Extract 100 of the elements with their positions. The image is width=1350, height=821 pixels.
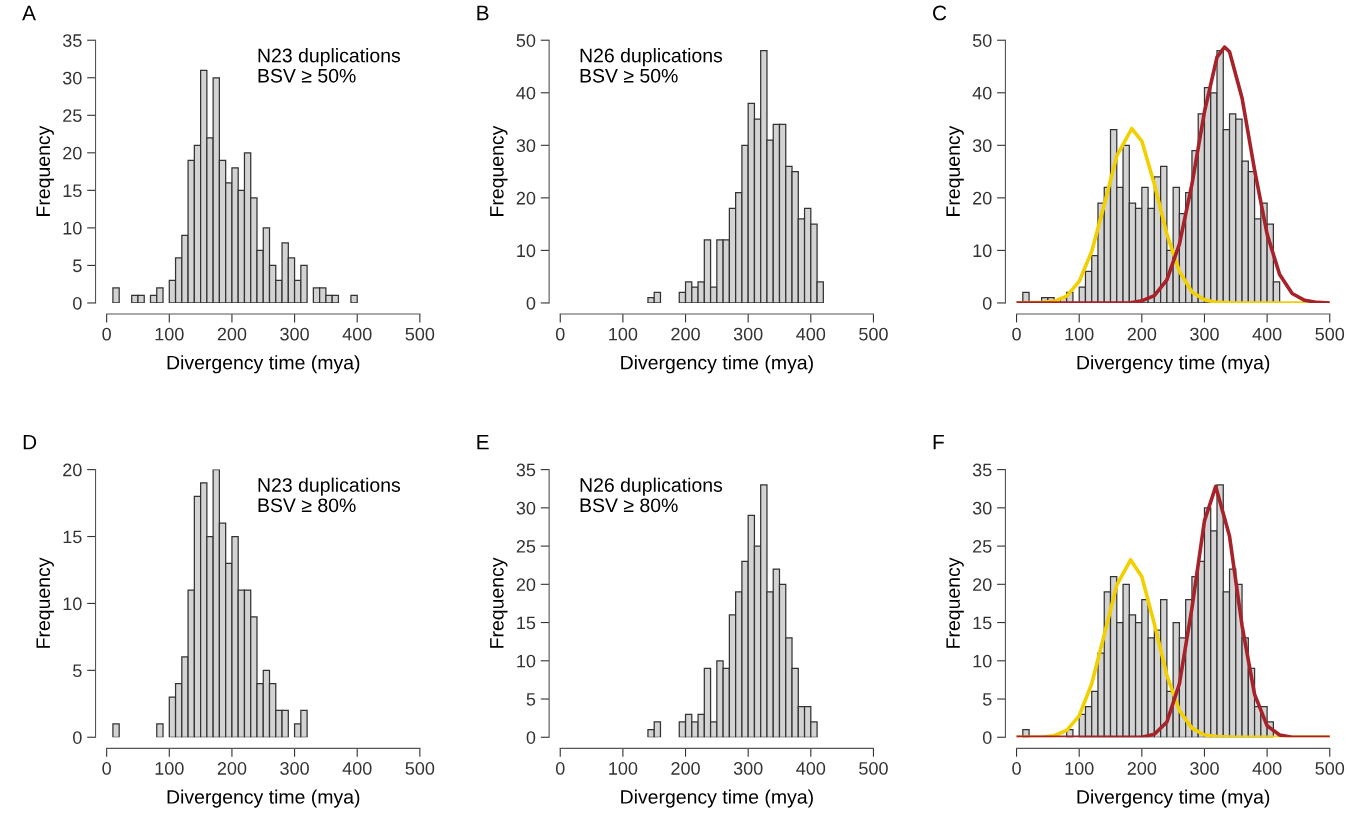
y-tick-label: 0 xyxy=(982,296,992,310)
y-tick-label: 15 xyxy=(63,530,82,544)
x-tick-label: 200 xyxy=(217,327,247,341)
x-tick-label: 100 xyxy=(1065,327,1094,341)
line-series xyxy=(1016,484,1330,738)
y-tick-label: 15 xyxy=(517,616,536,630)
x-tick-label: 100 xyxy=(609,327,638,341)
x-tick-label: 300 xyxy=(280,762,309,775)
y-tick-label: 10 xyxy=(973,244,992,258)
chart-title: B xyxy=(477,5,489,21)
y-tick-label: 25 xyxy=(63,109,82,123)
x-tick-label: 0 xyxy=(1012,327,1021,341)
x-tick-label: 300 xyxy=(1190,327,1219,341)
y-tick-label: 20 xyxy=(63,463,82,477)
x-tick-label: 300 xyxy=(733,327,763,341)
annotation: BSV ≥ 50% xyxy=(258,68,356,83)
y-tick-label: 20 xyxy=(973,578,992,592)
y-tick-label: 0 xyxy=(526,296,536,310)
y-axis-title: Frequency xyxy=(36,125,54,216)
x-tick-label: 100 xyxy=(609,762,638,775)
x-tick-label: 500 xyxy=(859,762,888,775)
y-tick-label: 15 xyxy=(63,184,82,198)
x-tick-label: 400 xyxy=(1252,762,1282,775)
y-tick-label: 20 xyxy=(63,146,82,160)
y-tick-label: 30 xyxy=(62,71,82,85)
y-tick-label: 15 xyxy=(973,616,992,630)
y-tick-label: 5 xyxy=(982,693,992,706)
x-tick-label: 200 xyxy=(671,762,700,775)
x-tick-label: 400 xyxy=(1252,327,1282,341)
y-tick-label: 0 xyxy=(982,731,992,744)
y-tick-label: 50 xyxy=(972,34,992,47)
y-tick-label: 30 xyxy=(516,139,536,153)
y-tick-label: 5 xyxy=(526,693,536,706)
annotation: N26 duplications xyxy=(580,48,723,67)
x-tick-label: 100 xyxy=(155,762,184,775)
x-tick-label: 500 xyxy=(405,762,435,775)
y-tick-label: 0 xyxy=(73,296,82,310)
x-tick-label: 0 xyxy=(555,762,565,775)
x-tick-label: 100 xyxy=(1065,762,1094,775)
x-tick-label: 400 xyxy=(796,327,826,341)
x-tick-label: 0 xyxy=(1012,762,1021,775)
chart-title: F xyxy=(933,434,944,450)
y-tick-label: 20 xyxy=(516,191,536,205)
x-axis-title: Divergency time (mya) xyxy=(167,355,360,374)
y-tick-label: 10 xyxy=(973,654,992,668)
y-tick-label: 30 xyxy=(972,501,992,515)
y-axis-title: Frequency xyxy=(946,125,964,216)
x-tick-label: 500 xyxy=(1315,327,1345,341)
y-tick-label: 5 xyxy=(73,664,82,678)
x-tick-label: 100 xyxy=(155,327,184,341)
y-tick-label: 0 xyxy=(73,731,82,744)
y-tick-label: 35 xyxy=(62,34,82,47)
line-series xyxy=(1016,45,1330,303)
y-tick-label: 10 xyxy=(517,244,536,258)
y-tick-label: 35 xyxy=(972,463,992,477)
x-axis-title: Divergency time (mya) xyxy=(1077,355,1270,374)
x-tick-label: 0 xyxy=(555,327,565,341)
chart-title: C xyxy=(933,5,947,21)
chart-title: E xyxy=(477,434,489,450)
y-tick-label: 50 xyxy=(516,34,536,47)
x-tick-label: 500 xyxy=(859,327,888,341)
y-tick-label: 40 xyxy=(972,86,992,100)
x-tick-label: 400 xyxy=(796,762,826,775)
x-tick-label: 500 xyxy=(1315,762,1345,775)
x-axis-title: Divergency time (mya) xyxy=(621,355,813,374)
x-tick-label: 300 xyxy=(733,762,763,775)
x-tick-label: 400 xyxy=(342,762,372,775)
y-tick-label: 25 xyxy=(516,540,536,553)
x-axis-title: Divergency time (mya) xyxy=(167,789,360,808)
y-tick-label: 40 xyxy=(516,86,536,100)
y-tick-label: 30 xyxy=(972,139,992,153)
y-tick-label: 25 xyxy=(973,540,992,553)
y-axis-title: Frequency xyxy=(490,125,508,216)
y-tick-label: 5 xyxy=(73,259,82,273)
annotation: N23 duplications xyxy=(258,477,401,496)
x-tick-label: 0 xyxy=(102,762,111,775)
x-tick-label: 200 xyxy=(217,762,247,775)
annotation: BSV ≥ 50% xyxy=(580,68,678,83)
annotation: BSV ≥ 80% xyxy=(580,498,678,513)
x-tick-label: 200 xyxy=(1127,327,1157,341)
y-tick-label: 10 xyxy=(63,597,82,611)
y-tick-label: 20 xyxy=(516,578,536,592)
x-tick-label: 400 xyxy=(342,327,372,341)
y-axis-title: Frequency xyxy=(946,557,964,648)
y-axis-title: Frequency xyxy=(490,557,508,648)
annotation: N23 duplications xyxy=(258,48,401,67)
y-tick-label: 10 xyxy=(517,654,536,668)
chart-title: D xyxy=(23,434,37,450)
y-tick-label: 30 xyxy=(516,501,536,515)
x-tick-label: 200 xyxy=(1127,762,1157,775)
chart-title: A xyxy=(22,5,36,21)
annotation: BSV ≥ 80% xyxy=(258,498,356,513)
y-tick-label: 0 xyxy=(526,731,536,744)
y-tick-label: 35 xyxy=(516,463,536,477)
x-axis-title: Divergency time (mya) xyxy=(1077,789,1270,808)
x-tick-label: 500 xyxy=(405,327,435,341)
x-axis-title: Divergency time (mya) xyxy=(621,789,813,808)
annotation: N26 duplications xyxy=(580,477,723,496)
y-tick-label: 20 xyxy=(973,191,992,205)
x-tick-label: 300 xyxy=(1190,762,1219,775)
